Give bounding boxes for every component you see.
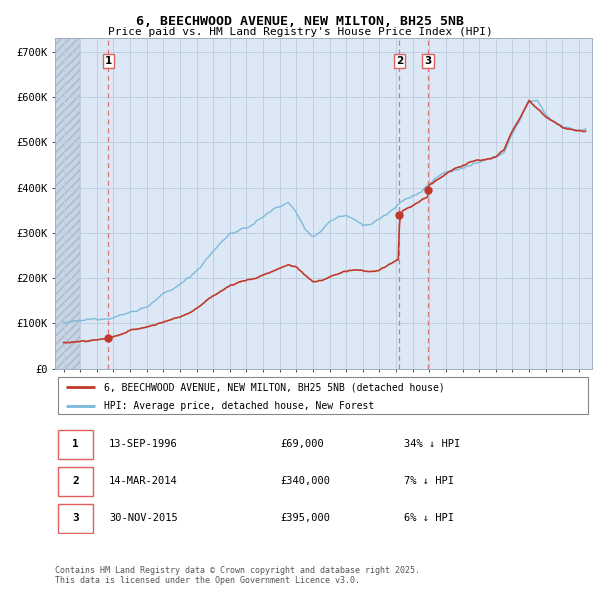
- Bar: [55, 38, 80, 369]
- Text: 30-NOV-2015: 30-NOV-2015: [109, 513, 178, 523]
- Text: 3: 3: [424, 56, 431, 66]
- FancyBboxPatch shape: [58, 430, 93, 459]
- Text: 2: 2: [72, 476, 79, 486]
- FancyBboxPatch shape: [58, 378, 589, 414]
- Text: 34% ↓ HPI: 34% ↓ HPI: [404, 440, 461, 449]
- Text: 3: 3: [72, 513, 79, 523]
- Text: Contains HM Land Registry data © Crown copyright and database right 2025.
This d: Contains HM Land Registry data © Crown c…: [55, 566, 420, 585]
- Text: 14-MAR-2014: 14-MAR-2014: [109, 476, 178, 486]
- FancyBboxPatch shape: [58, 467, 93, 496]
- Text: HPI: Average price, detached house, New Forest: HPI: Average price, detached house, New …: [104, 401, 374, 411]
- FancyBboxPatch shape: [58, 504, 93, 533]
- Text: Price paid vs. HM Land Registry's House Price Index (HPI): Price paid vs. HM Land Registry's House …: [107, 27, 493, 37]
- Text: 1: 1: [72, 440, 79, 449]
- Bar: [55, 38, 80, 369]
- Text: 6, BEECHWOOD AVENUE, NEW MILTON, BH25 5NB: 6, BEECHWOOD AVENUE, NEW MILTON, BH25 5N…: [136, 15, 464, 28]
- Text: £395,000: £395,000: [281, 513, 331, 523]
- Text: 6, BEECHWOOD AVENUE, NEW MILTON, BH25 5NB (detached house): 6, BEECHWOOD AVENUE, NEW MILTON, BH25 5N…: [104, 382, 444, 392]
- Text: £69,000: £69,000: [281, 440, 325, 449]
- Text: 13-SEP-1996: 13-SEP-1996: [109, 440, 178, 449]
- Text: 1: 1: [105, 56, 112, 66]
- Text: 7% ↓ HPI: 7% ↓ HPI: [404, 476, 454, 486]
- Text: 6% ↓ HPI: 6% ↓ HPI: [404, 513, 454, 523]
- Text: 2: 2: [396, 56, 403, 66]
- Text: £340,000: £340,000: [281, 476, 331, 486]
